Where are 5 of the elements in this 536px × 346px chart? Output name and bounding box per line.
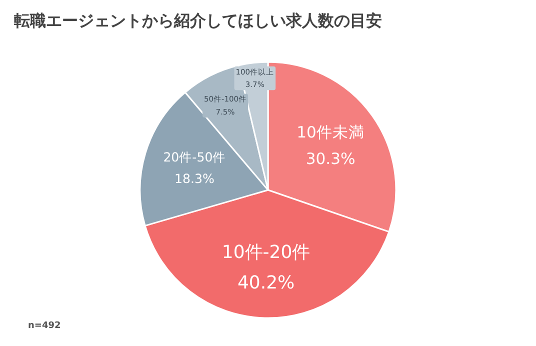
slice-label: 10件-20件 40.2% (222, 242, 310, 294)
slice-label: 10件未満 30.3% (296, 124, 364, 168)
slice-label: 20件-50件 18.3% (163, 150, 226, 186)
chart-title: 転職エージェントから紹介してほしい求人数の目安 (14, 11, 382, 30)
text: n=492 (28, 321, 61, 331)
